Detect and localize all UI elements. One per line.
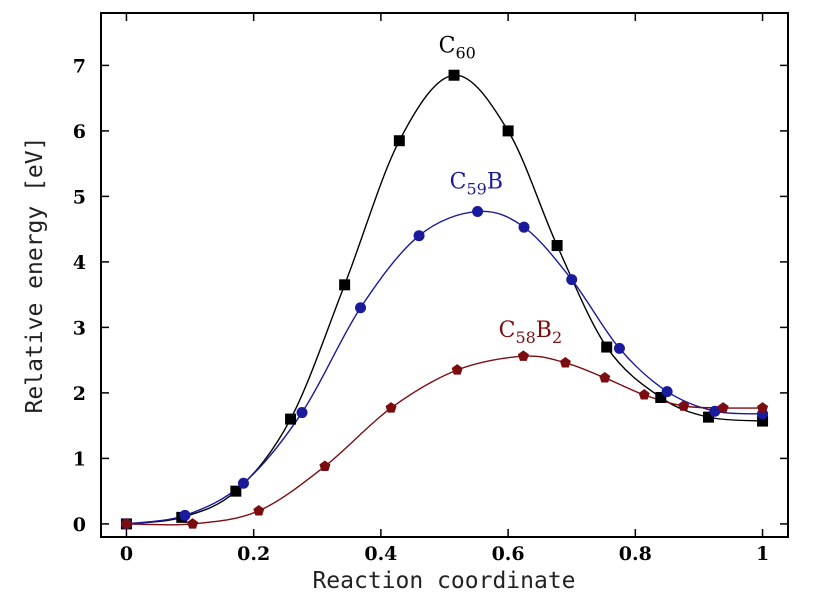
x-tick-label: 1	[756, 543, 769, 565]
series-line-C60	[126, 74, 763, 525]
series-curves	[126, 74, 763, 526]
plot-frame	[100, 12, 789, 538]
data-point-C59B	[661, 386, 673, 398]
data-point-C58B2	[599, 372, 611, 383]
y-tick-label: 0	[73, 514, 86, 536]
series-labels: C60 C59B C58B2	[439, 33, 563, 347]
data-point-C58B2	[120, 518, 132, 529]
series-markers	[120, 69, 769, 530]
data-point-C59B	[709, 405, 721, 417]
series-label-C59B: C59B	[450, 170, 503, 199]
series-label-C60: C60	[439, 33, 476, 62]
data-point-C59B	[355, 302, 367, 314]
data-point-C60	[230, 485, 242, 497]
x-tick-label: 0	[120, 543, 133, 565]
data-point-C58B2	[253, 505, 265, 516]
data-point-C59B	[179, 509, 191, 521]
data-point-C59B	[296, 407, 308, 419]
data-point-C59B	[566, 274, 578, 286]
series-line-C59B	[126, 210, 763, 525]
data-point-C59B	[518, 221, 530, 233]
y-tick-label: 3	[73, 317, 86, 339]
data-point-C60	[551, 240, 563, 252]
data-point-C60	[502, 125, 514, 137]
data-point-C59B	[613, 342, 625, 354]
data-point-C60	[339, 279, 351, 291]
data-point-C58B2	[319, 460, 331, 471]
x-axis-title: Reaction coordinate	[312, 568, 575, 594]
data-point-C60	[655, 391, 667, 403]
y-tick-label: 1	[73, 448, 86, 470]
axis-ticks	[101, 13, 788, 537]
y-tick-label: 7	[73, 55, 86, 77]
x-tick-label: 0.8	[619, 543, 652, 565]
y-tick-label: 4	[73, 252, 86, 274]
data-point-C58B2	[517, 350, 529, 361]
data-point-C60	[757, 415, 769, 427]
data-point-C58B2	[717, 402, 729, 413]
data-point-C59B	[413, 230, 425, 242]
data-point-C58B2	[757, 402, 769, 413]
data-point-C58B2	[451, 364, 463, 375]
data-point-C58B2	[678, 400, 690, 411]
data-point-C59B	[472, 205, 484, 217]
data-point-C59B	[237, 477, 249, 489]
y-tick-label: 5	[73, 186, 86, 208]
data-point-C58B2	[187, 518, 199, 529]
x-tick-label: 0.4	[364, 543, 397, 565]
series-label-C58B2: C58B2	[499, 318, 563, 347]
data-point-C60	[448, 69, 460, 81]
data-point-C58B2	[638, 389, 650, 400]
axis-tick-labels: 0 0.2 0.4 0.6 0.8 1 0 1 2 3 4 5 6 7	[73, 55, 769, 565]
y-tick-label: 2	[73, 383, 86, 405]
data-point-C58B2	[559, 356, 571, 368]
data-point-C60	[393, 135, 405, 147]
y-axis-title: Relative energy [eV]	[22, 137, 48, 414]
data-point-C60	[601, 341, 613, 353]
data-point-C60	[702, 411, 714, 423]
y-tick-label: 6	[73, 121, 86, 143]
x-tick-label: 0.6	[492, 543, 525, 565]
x-tick-label: 0.2	[237, 543, 270, 565]
data-point-C58B2	[385, 402, 397, 413]
data-point-C60	[285, 413, 297, 425]
